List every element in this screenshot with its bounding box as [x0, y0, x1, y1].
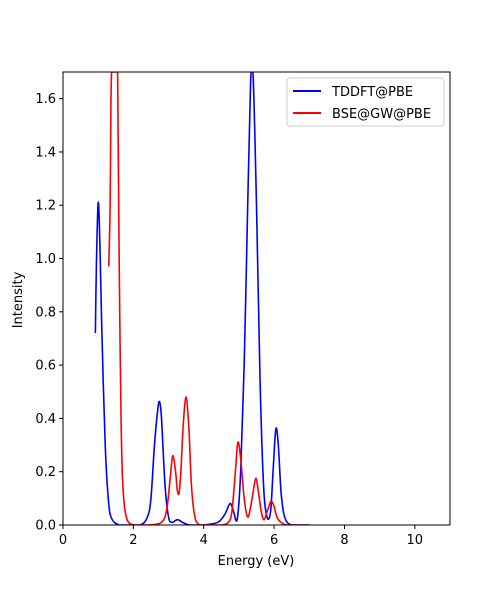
x-axis: 0 2 4 6 8 10: [59, 525, 423, 548]
y-tick-label: 0.4: [35, 412, 56, 427]
legend-label-tddft: TDDFT@PBE: [331, 85, 413, 100]
x-tick-label: 4: [200, 533, 208, 548]
x-tick-label: 2: [129, 533, 137, 548]
y-tick-label: 1.0: [35, 252, 56, 267]
y-axis: 0.0 0.2 0.4 0.6 0.8 1.0 1.2 1.4 1.6: [35, 92, 63, 534]
legend-label-bse: BSE@GW@PBE: [332, 107, 431, 122]
legend: TDDFT@PBE BSE@GW@PBE: [286, 77, 445, 127]
x-tick-label: 10: [407, 533, 424, 548]
y-tick-label: 0.0: [35, 519, 56, 534]
y-tick-label: 1.2: [35, 199, 56, 214]
series-line-bse: [107, 72, 310, 525]
y-tick-label: 0.8: [35, 305, 56, 320]
plot-frame: [62, 71, 451, 526]
x-axis-title: Energy (eV): [218, 554, 295, 569]
x-tick-label: 8: [340, 533, 348, 548]
series-line-tddft: [94, 72, 310, 525]
x-tick-label: 0: [59, 533, 67, 548]
y-axis-title: Intensity: [11, 271, 26, 328]
series-layer: [94, 72, 310, 525]
y-tick-label: 0.2: [35, 465, 56, 480]
plot-background: [63, 72, 450, 525]
y-tick-label: 1.6: [35, 92, 56, 107]
x-tick-label: 6: [270, 533, 278, 548]
legend-box: [286, 77, 445, 127]
y-tick-label: 1.4: [35, 145, 56, 160]
y-tick-label: 0.6: [35, 359, 56, 374]
